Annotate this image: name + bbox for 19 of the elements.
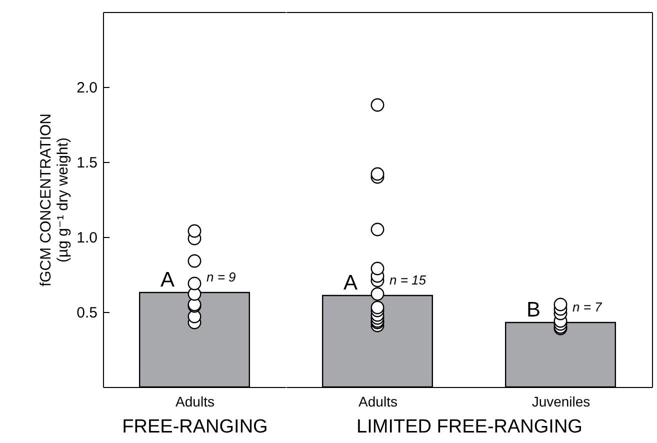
- x-tick-label: Adults: [176, 394, 214, 410]
- y-tick-label: 2.0: [76, 80, 98, 96]
- x-axis-title: LIMITED FREE-RANGING: [356, 416, 582, 438]
- annotation: n = 7: [572, 300, 603, 314]
- x-tick-label: Adults: [358, 394, 398, 410]
- x-tick-label: Juveniles: [532, 394, 590, 410]
- y-tick-label: 1.5: [76, 154, 98, 172]
- point: [188, 254, 202, 268]
- x-axis-title: FREE-RANGING: [122, 416, 268, 438]
- annotation: A: [160, 268, 174, 292]
- point: [188, 224, 202, 238]
- y-tick-label: 0.5: [76, 304, 98, 322]
- y-tick-label: 1.0: [76, 230, 98, 246]
- annotation: n = 9: [206, 270, 236, 284]
- annotation: n = 15: [390, 272, 427, 288]
- y-axis-title: fGCM CONCENTRATION (µg g⁻¹ dry weight): [38, 113, 72, 287]
- annotation: B: [526, 298, 540, 322]
- annotation: A: [343, 272, 358, 294]
- point: [188, 276, 202, 290]
